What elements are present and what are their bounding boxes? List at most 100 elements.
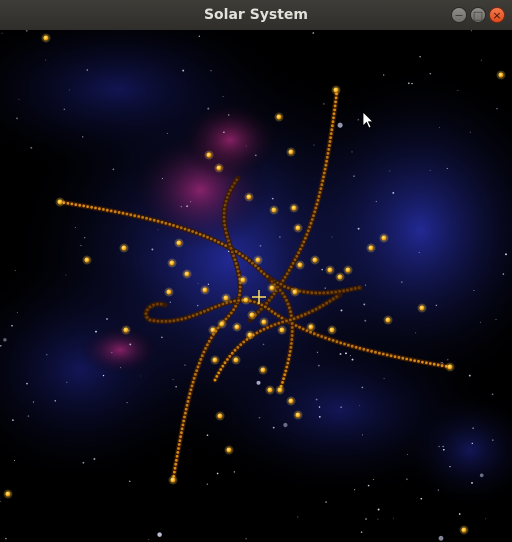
trail-particle	[172, 224, 175, 227]
trail-particle	[329, 136, 332, 139]
trail-particle	[225, 196, 229, 199]
star	[418, 252, 420, 253]
center-marker	[252, 290, 266, 304]
planet	[5, 491, 11, 497]
planet	[368, 245, 374, 251]
planet	[226, 447, 232, 453]
trail-particle	[318, 191, 322, 194]
trail-particle	[267, 307, 271, 311]
trail-particle	[333, 104, 337, 108]
star	[377, 518, 379, 520]
trail-particle	[186, 400, 190, 403]
star	[361, 386, 364, 389]
trail-particle	[230, 250, 234, 254]
trail-particle	[305, 233, 309, 236]
trail-particle	[227, 314, 231, 318]
trail-particle	[195, 312, 199, 316]
star	[279, 236, 281, 238]
trail-particle	[284, 369, 288, 373]
trail-particle	[312, 214, 315, 218]
trail-particle	[195, 369, 199, 372]
trail-particle	[405, 357, 409, 361]
trail-particle	[221, 302, 225, 306]
planet	[447, 364, 453, 370]
planet	[219, 321, 225, 327]
trail-particle	[281, 381, 284, 384]
trail-particle	[259, 269, 263, 273]
star	[491, 393, 494, 396]
trail-particle	[148, 217, 152, 221]
star	[470, 30, 473, 32]
planet	[223, 295, 229, 301]
star	[148, 538, 150, 540]
trail-particle	[223, 207, 226, 211]
trail-particle	[206, 308, 210, 312]
trail-particle	[224, 199, 228, 203]
trail-particle	[393, 355, 397, 358]
minimize-button[interactable]: −	[451, 7, 467, 23]
trail-particle	[160, 319, 164, 323]
trail-particle	[177, 447, 180, 450]
star	[272, 426, 275, 429]
trail-particle	[374, 350, 377, 354]
trail-particle	[145, 316, 149, 319]
trail-particle	[291, 261, 295, 265]
star	[128, 480, 131, 483]
trail-particle	[176, 318, 180, 322]
trail-particle	[212, 333, 215, 336]
trail-particle	[233, 348, 237, 352]
trail-particle	[314, 206, 318, 210]
trail-particle	[322, 175, 325, 179]
planet	[345, 267, 351, 273]
trail-particle	[325, 301, 328, 305]
trail-particle	[175, 458, 178, 462]
trail-particle	[82, 204, 86, 208]
trail-particle	[252, 333, 255, 337]
trail-particle	[362, 347, 366, 351]
trail-particle	[331, 124, 334, 128]
trail-particle	[191, 380, 195, 384]
title-bar[interactable]: Solar System − □ ×	[0, 0, 512, 31]
trail-particle	[220, 242, 224, 246]
trail-particle	[156, 319, 160, 323]
trail-particle	[239, 343, 243, 346]
trail-particle	[262, 272, 266, 276]
trail-particle	[209, 237, 213, 241]
maximize-button[interactable]: □	[470, 7, 486, 23]
trail-particle	[331, 339, 335, 342]
trail-particle	[221, 364, 225, 368]
trail-particle	[90, 205, 93, 209]
star	[157, 229, 159, 231]
star	[411, 82, 413, 85]
trail-particle	[133, 214, 137, 218]
trail-particle	[288, 318, 292, 322]
planet	[184, 271, 190, 277]
simulation-canvas[interactable]	[0, 30, 512, 542]
trail-particle	[314, 291, 318, 295]
trail-particle	[343, 342, 346, 346]
star	[129, 343, 132, 346]
trail-particle	[224, 317, 228, 321]
trail-particle	[98, 207, 101, 211]
planet	[261, 319, 267, 325]
trail-particle	[113, 210, 117, 214]
trail-particle	[273, 323, 277, 326]
trail-particle	[270, 280, 274, 283]
trail-particle	[285, 272, 289, 276]
star	[172, 379, 174, 381]
trail-particle	[329, 132, 333, 135]
planet	[291, 205, 297, 211]
trail-particle	[320, 335, 324, 338]
trail-particle	[180, 427, 184, 431]
trail-particle	[206, 343, 209, 347]
trail-particle	[237, 299, 241, 302]
close-button[interactable]: ×	[489, 7, 505, 23]
star	[321, 268, 324, 271]
star	[182, 69, 185, 72]
trail-particle	[198, 232, 202, 236]
star	[258, 416, 261, 419]
trail-particle	[282, 377, 285, 380]
star	[324, 287, 326, 289]
planet	[212, 357, 218, 363]
